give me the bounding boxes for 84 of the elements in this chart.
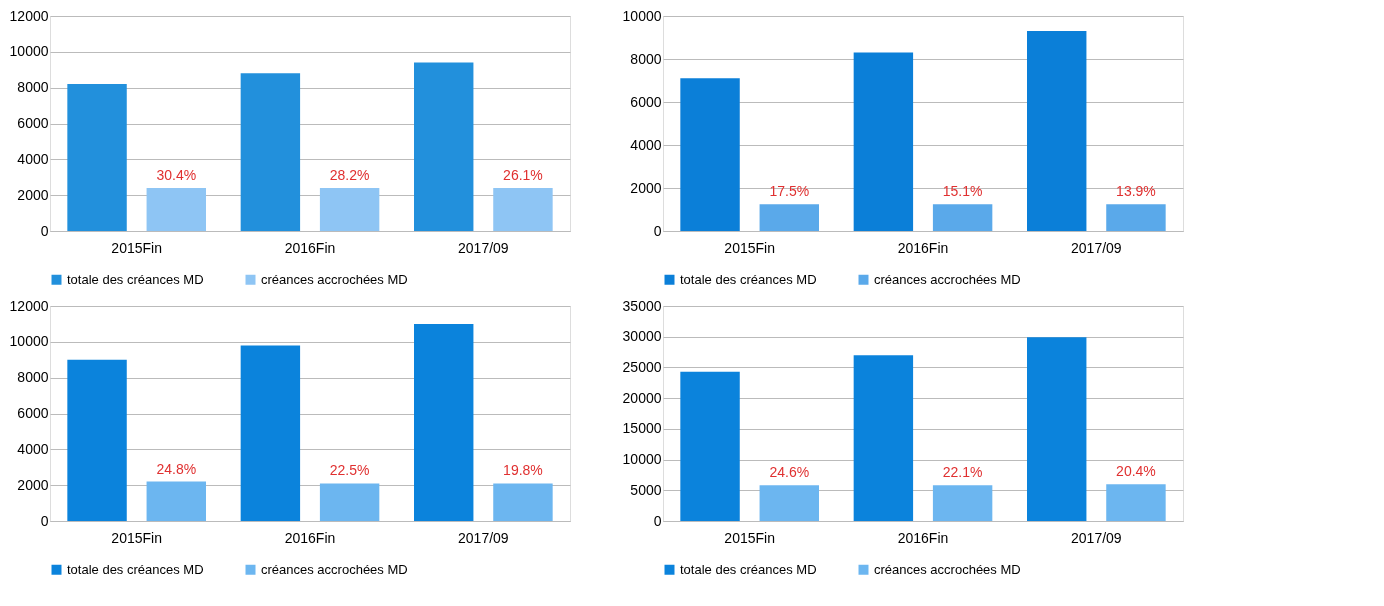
y-tick-label: 35000 bbox=[622, 297, 662, 314]
y-tick-label: 25000 bbox=[622, 358, 662, 375]
y-tick-label: 6000 bbox=[630, 93, 662, 110]
bar bbox=[67, 359, 127, 521]
annotation: 24.6% bbox=[769, 464, 810, 481]
y-tick-label: 10000 bbox=[9, 333, 49, 350]
bar bbox=[1027, 31, 1087, 231]
y-tick-label: 12000 bbox=[9, 297, 49, 314]
legend-label: totale des créances MD bbox=[680, 561, 817, 577]
y-tick-label: 5000 bbox=[630, 481, 662, 498]
annotation: 19.8% bbox=[503, 462, 543, 479]
y-tick-label: 2000 bbox=[17, 186, 49, 203]
bar bbox=[1106, 484, 1166, 521]
bar bbox=[146, 188, 206, 231]
x-tick-label: 2017/09 bbox=[458, 529, 509, 546]
annotation: 22.5% bbox=[329, 462, 370, 479]
bar bbox=[414, 62, 474, 231]
y-tick-label: 10000 bbox=[622, 451, 662, 468]
bar bbox=[853, 52, 914, 231]
bar bbox=[680, 371, 740, 521]
y-tick-label: 15000 bbox=[622, 420, 662, 437]
y-tick-label: 8000 bbox=[17, 369, 49, 386]
x-tick-label: 2017/09 bbox=[458, 239, 509, 256]
y-tick-label: 8000 bbox=[630, 50, 662, 67]
y-tick-label: 20000 bbox=[622, 389, 662, 406]
y-tick-label: 30000 bbox=[622, 328, 662, 345]
annotation: 26.1% bbox=[503, 167, 543, 183]
y-tick-label: 0 bbox=[653, 222, 662, 239]
bar bbox=[1106, 204, 1166, 231]
x-tick-label: 2016Fin bbox=[284, 239, 336, 256]
annotation: 15.1% bbox=[942, 183, 983, 200]
legend-label: créances accrochées MD bbox=[874, 561, 1021, 577]
annotation: 17.5% bbox=[769, 183, 810, 200]
bar bbox=[67, 84, 127, 231]
x-tick-label: 2016Fin bbox=[897, 239, 949, 256]
y-tick-label: 0 bbox=[653, 512, 662, 529]
y-tick-label: 4000 bbox=[630, 136, 662, 153]
x-tick-label: 2015Fin bbox=[111, 529, 162, 546]
y-tick-label: 6000 bbox=[17, 115, 49, 131]
x-tick-label: 2016Fin bbox=[284, 529, 336, 546]
bar bbox=[759, 485, 819, 521]
bar bbox=[319, 483, 380, 521]
bar bbox=[319, 188, 380, 231]
x-tick-label: 2017/09 bbox=[1071, 239, 1122, 256]
legend-label: totale des créances MD bbox=[67, 561, 204, 577]
legend-label: créances accrochées MD bbox=[261, 271, 408, 287]
x-tick-label: 2015Fin bbox=[111, 239, 162, 256]
y-tick-label: 2000 bbox=[17, 476, 49, 493]
bar bbox=[240, 73, 301, 231]
bar bbox=[414, 323, 474, 521]
legend-label: créances accrochées MD bbox=[874, 271, 1021, 287]
x-tick-label: 2015Fin bbox=[724, 529, 775, 546]
x-tick-label: 2015Fin bbox=[724, 239, 775, 256]
bar bbox=[493, 188, 553, 231]
y-tick-label: 10000 bbox=[9, 43, 49, 60]
annotation: 13.9% bbox=[1116, 183, 1156, 200]
y-tick-label: 0 bbox=[40, 222, 49, 239]
bar bbox=[493, 483, 553, 521]
legend-label: créances accrochées MD bbox=[261, 561, 408, 577]
bar bbox=[759, 204, 819, 231]
legend-label: totale des créances MD bbox=[67, 271, 204, 287]
y-tick-label: 2000 bbox=[630, 179, 662, 196]
annotation: 30.4% bbox=[156, 167, 197, 183]
bar bbox=[932, 204, 993, 231]
y-tick-label: 4000 bbox=[17, 440, 49, 457]
y-tick-label: 4000 bbox=[17, 150, 49, 167]
y-tick-label: 6000 bbox=[17, 405, 49, 421]
annotation: 28.2% bbox=[329, 167, 370, 183]
bar bbox=[680, 78, 740, 231]
bar bbox=[240, 345, 301, 521]
legend-label: totale des créances MD bbox=[680, 271, 817, 287]
bar bbox=[853, 355, 914, 521]
y-tick-label: 10000 bbox=[622, 7, 662, 24]
annotation: 20.4% bbox=[1116, 463, 1156, 480]
bar bbox=[1027, 337, 1087, 521]
y-tick-label: 8000 bbox=[17, 79, 49, 96]
x-tick-label: 2017/09 bbox=[1071, 529, 1122, 546]
y-tick-label: 0 bbox=[40, 512, 49, 529]
annotation: 24.8% bbox=[156, 460, 197, 477]
x-tick-label: 2016Fin bbox=[897, 529, 949, 546]
y-tick-label: 12000 bbox=[9, 7, 49, 24]
annotation: 22.1% bbox=[942, 464, 983, 481]
bar bbox=[932, 485, 993, 521]
bar bbox=[146, 481, 206, 521]
